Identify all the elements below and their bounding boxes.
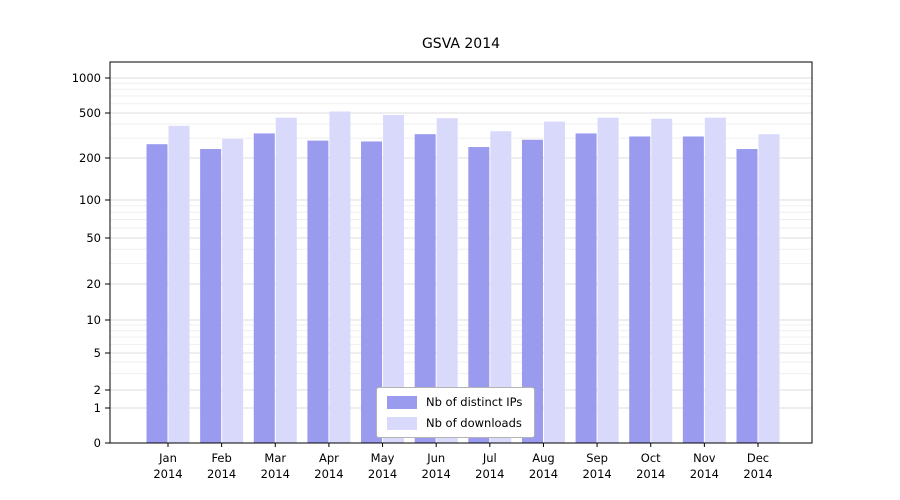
x-tick-label-year: 2014 [743,467,772,481]
legend-item-downloads: Nb of downloads [387,416,522,430]
x-tick-label-year: 2014 [690,467,719,481]
chart-title: GSVA 2014 [421,36,501,52]
x-tick-label-month: Apr [319,451,339,465]
x-tick-label-month: Nov [693,451,716,465]
legend-swatch-downloads [387,416,417,430]
x-tick-label-month: Dec [747,451,769,465]
x-tick-label-month: Feb [211,451,231,465]
bar-downloads [168,125,190,443]
x-tick-label-month: May [371,451,395,465]
legend-label-downloads: Nb of downloads [426,416,522,430]
bar-downloads [758,134,780,444]
x-tick-label-year: 2014 [153,467,182,481]
bar-distinct-ips [146,144,168,443]
x-tick-label-year: 2014 [368,467,397,481]
y-tick-label: 1 [94,401,101,415]
legend-item-distinct-ips: Nb of distinct IPs [387,395,522,409]
x-tick-label-month: Jan [158,451,177,465]
x-tick-label-month: Aug [532,451,554,465]
chart-legend: Nb of distinct IPs Nb of downloads [376,387,536,438]
bar-downloads [222,138,244,443]
legend-label-distinct-ips: Nb of distinct IPs [426,395,523,409]
bar-distinct-ips [361,141,383,443]
plot-frame [109,61,813,444]
x-tick-label-year: 2014 [636,467,665,481]
bar-downloads [490,131,512,443]
x-tick-label-month: Mar [264,451,286,465]
bar-downloads [436,118,458,443]
x-tick-label-year: 2014 [314,467,343,481]
bar-downloads [704,117,726,443]
bar-downloads [543,121,565,443]
x-tick-label-year: 2014 [475,467,504,481]
bar-distinct-ips [736,149,758,443]
y-tick-label: 2 [94,383,101,397]
y-tick-label: 0 [94,436,101,450]
x-tick-label-year: 2014 [529,467,558,481]
y-tick-label: 1000 [72,71,101,85]
x-tick-label-month: Oct [641,451,661,465]
y-tick-label: 500 [79,106,101,120]
y-tick-label: 200 [79,151,101,165]
bar-distinct-ips [253,133,275,443]
y-tick-label: 5 [94,346,101,360]
bar-downloads [651,118,673,444]
bar-downloads [275,117,297,443]
bar-distinct-ips [521,139,543,443]
bar-distinct-ips [575,133,597,443]
bar-distinct-ips [629,136,651,443]
x-tick-label-month: Jul [482,451,497,465]
legend-swatch-distinct-ips [387,395,417,409]
x-tick-label-year: 2014 [261,467,290,481]
bar-downloads [597,117,619,443]
bar-distinct-ips [682,136,704,443]
bar-downloads [383,115,405,443]
bar-distinct-ips [414,134,436,444]
y-tick-label: 10 [86,313,101,327]
x-tick-label-month: Jun [426,451,445,465]
bar-downloads [329,111,351,443]
x-tick-label-year: 2014 [582,467,611,481]
y-tick-label: 100 [79,193,101,207]
y-tick-label: 20 [86,277,101,291]
bar-distinct-ips [468,147,490,443]
bar-distinct-ips [307,140,329,443]
y-tick-label: 50 [86,231,101,245]
x-tick-label-month: Sep [586,451,608,465]
x-tick-label-year: 2014 [207,467,236,481]
x-tick-label-year: 2014 [422,467,451,481]
bar-distinct-ips [200,149,222,443]
